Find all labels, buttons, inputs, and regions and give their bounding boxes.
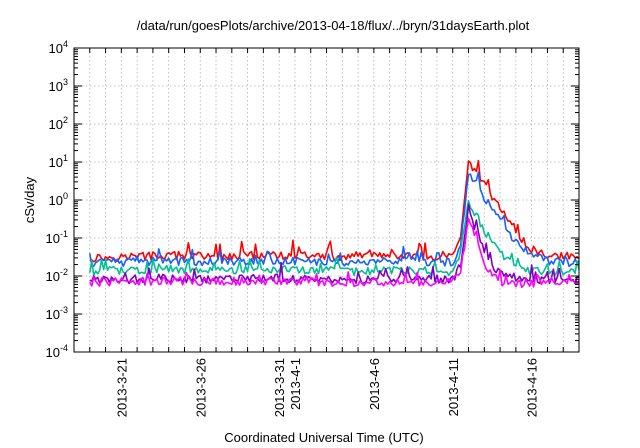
y-tick-base: 10 — [49, 193, 63, 208]
y-tick-label: 101 — [49, 153, 68, 170]
y-tick-exponent: 2 — [63, 115, 68, 125]
y-tick-label: 100 — [49, 191, 68, 208]
y-tick-exponent: 0 — [63, 191, 68, 201]
y-tick-exponent: 4 — [63, 39, 68, 49]
y-tick-label: 103 — [49, 77, 68, 94]
x-tick-label: 2013-3-21 — [114, 358, 129, 417]
x-axis-label: Coordinated Universal Time (UTC) — [224, 430, 423, 445]
series-line — [89, 199, 580, 277]
series-line — [89, 159, 580, 263]
y-tick-base: 10 — [46, 345, 60, 360]
y-tick-label: 10-3 — [46, 305, 68, 322]
y-tick-base: 10 — [49, 117, 63, 132]
x-tick-label: 2013-3-26 — [193, 358, 208, 417]
y-tick-label: 102 — [49, 115, 68, 132]
grid-layer — [74, 48, 579, 352]
x-tick-label: 2013-4-6 — [367, 358, 382, 410]
y-tick-exponent: -3 — [60, 305, 68, 315]
series-layer — [89, 159, 580, 289]
y-tick-label: 10-1 — [46, 229, 68, 246]
series-line — [89, 203, 580, 285]
series-line — [89, 171, 580, 268]
chart-title: /data/run/goesPlots/archive/2013-04-18/f… — [137, 18, 530, 33]
y-tick-label: 10-2 — [46, 267, 68, 284]
x-tick-label: 2013-4-1 — [288, 358, 303, 410]
y-tick-base: 10 — [49, 41, 63, 56]
y-tick-exponent: 1 — [63, 153, 68, 163]
y-axis-label: cSv/day — [22, 176, 37, 223]
tick-layer — [74, 47, 579, 353]
y-tick-exponent: 3 — [63, 77, 68, 87]
y-tick-base: 10 — [46, 307, 60, 322]
x-tick-label: 2013-3-31 — [272, 358, 287, 417]
x-tick-label: 2013-4-11 — [446, 358, 461, 416]
x-tick-label: 2013-4-16 — [525, 358, 540, 417]
y-tick-base: 10 — [46, 269, 60, 284]
y-tick-exponent: -4 — [60, 343, 68, 353]
y-tick-base: 10 — [49, 79, 63, 94]
y-tick-exponent: -2 — [60, 267, 68, 277]
y-tick-base: 10 — [49, 155, 63, 170]
series-line — [89, 217, 580, 289]
y-tick-label: 10-4 — [46, 343, 68, 360]
y-tick-exponent: -1 — [60, 229, 68, 239]
x-tick-labels: 2013-3-21 2013-3-26 2013-3-31 2013-4-1 2013-… — [114, 358, 539, 417]
y-tick-base: 10 — [46, 231, 60, 246]
y-tick-label: 104 — [49, 39, 68, 56]
